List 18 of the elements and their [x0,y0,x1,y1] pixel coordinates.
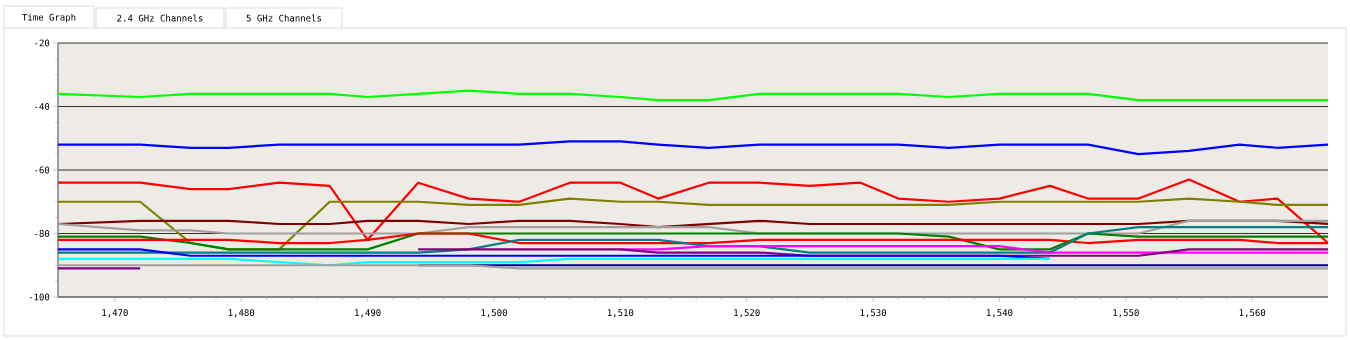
y-tick-label: -60 [35,166,50,174]
x-tick-label: 1,560 [1239,309,1266,318]
x-tick-label: 1,510 [607,309,634,318]
x-tick-label: 1,490 [355,309,381,318]
y-tick-label: -20 [35,39,50,47]
y-tick-label: -40 [35,103,50,110]
y-tick-label: -80 [35,230,50,237]
text: 5 GHz Channels [246,14,322,22]
x-tick-label: 1,540 [986,309,1013,318]
x-tick-label: 1,520 [734,309,760,318]
x-tick-label: 1,470 [102,309,128,318]
y-tick-label: -100 [29,293,50,301]
text: Time Graph [22,13,76,23]
text: 2.4 GHz Channels [117,14,203,22]
x-tick-label: 1,480 [228,309,255,318]
x-tick-label: 1,500 [481,309,507,318]
x-tick-label: 1,530 [860,309,887,318]
x-tick-label: 1,550 [1113,309,1139,318]
